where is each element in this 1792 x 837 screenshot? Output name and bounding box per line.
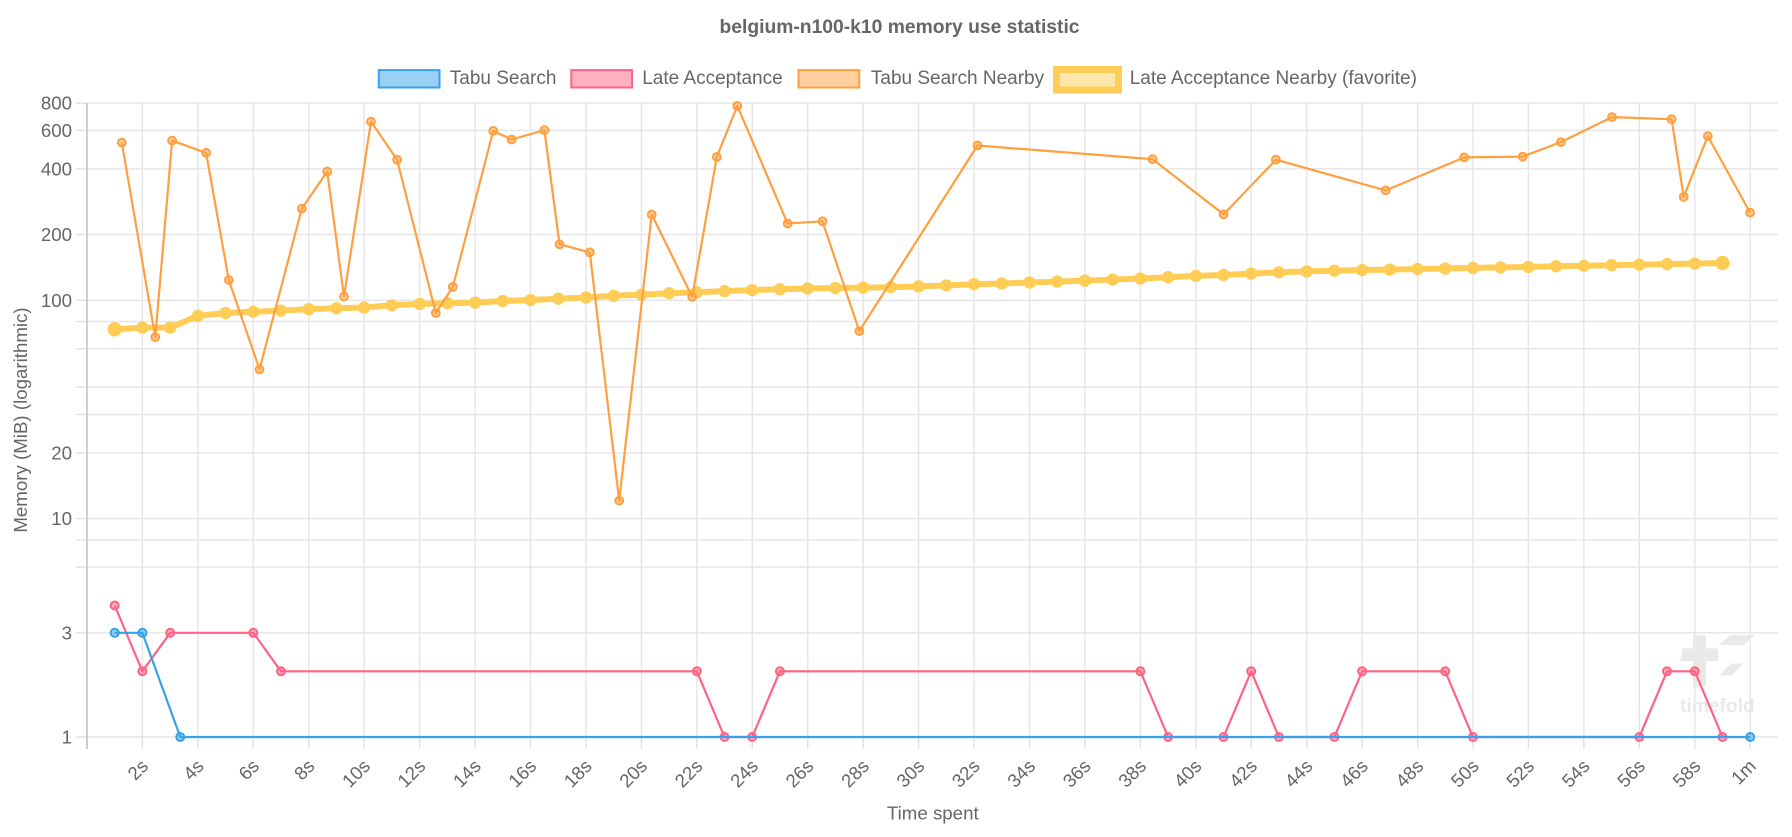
svg-text:belgium-n100-k10 memory use st: belgium-n100-k10 memory use statistic — [719, 17, 1079, 38]
svg-text:100: 100 — [41, 290, 72, 311]
svg-text:Time spent: Time spent — [887, 803, 980, 824]
svg-text:Tabu Search: Tabu Search — [450, 68, 557, 89]
svg-text:20: 20 — [51, 442, 72, 463]
svg-text:400: 400 — [41, 158, 72, 179]
svg-text:Tabu Search Nearby: Tabu Search Nearby — [871, 68, 1045, 89]
svg-text:timefold: timefold — [1680, 696, 1755, 717]
svg-text:Late Acceptance Nearby (favori: Late Acceptance Nearby (favorite) — [1130, 68, 1417, 89]
svg-text:10: 10 — [51, 508, 72, 529]
svg-text:Memory (MiB) (logarithmic): Memory (MiB) (logarithmic) — [10, 307, 31, 532]
svg-text:Late Acceptance: Late Acceptance — [642, 68, 783, 89]
svg-text:1: 1 — [62, 727, 72, 748]
svg-text:3: 3 — [62, 622, 72, 643]
svg-text:600: 600 — [41, 120, 72, 141]
svg-text:200: 200 — [41, 224, 72, 245]
svg-text:800: 800 — [41, 93, 72, 114]
